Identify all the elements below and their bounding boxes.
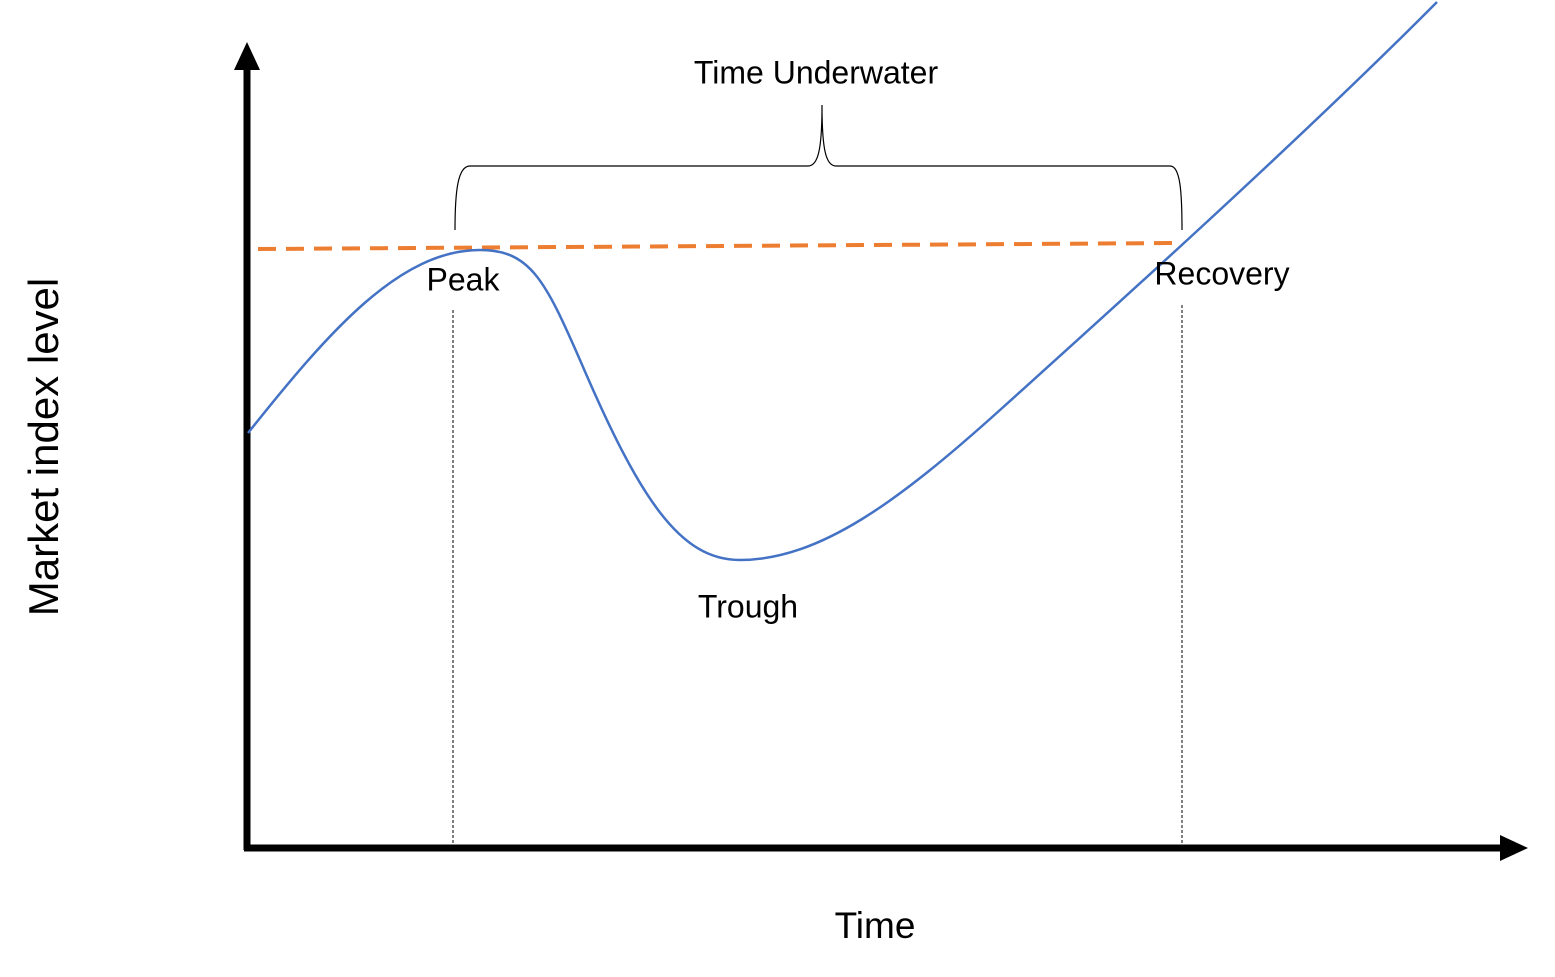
trough-label: Trough [698, 588, 798, 624]
peak-label: Peak [427, 261, 501, 297]
span-label: Time Underwater [694, 54, 939, 90]
y-axis-label: Market index level [20, 278, 67, 616]
x-axis-label: Time [835, 905, 916, 946]
y-axis-arrow [234, 42, 260, 70]
recovery-label: Recovery [1154, 255, 1289, 291]
market-curve [247, 1, 1438, 562]
peak-level-line [257, 241, 1181, 251]
x-axis-arrow [1500, 835, 1528, 861]
span-brace [454, 104, 1183, 231]
